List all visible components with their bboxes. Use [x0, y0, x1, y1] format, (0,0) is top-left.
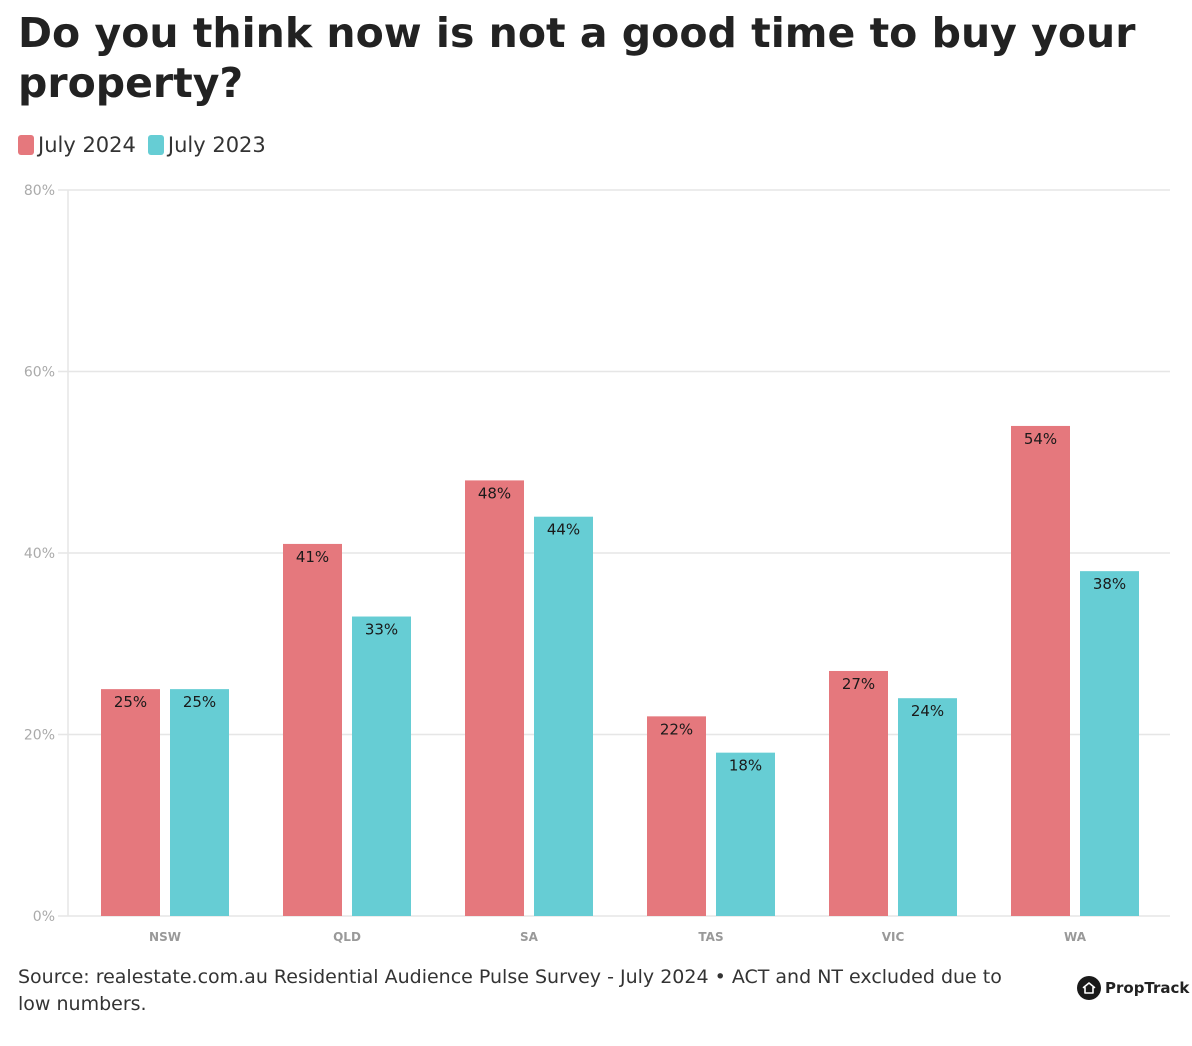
bar-vic-series-2 — [898, 698, 957, 916]
data-label: 25% — [183, 693, 216, 711]
source-note: Source: realestate.com.au Residential Au… — [18, 966, 1002, 1015]
legend-item-july-2023: July 2023 — [147, 133, 266, 157]
y-tick-label: 80% — [24, 183, 55, 199]
bar-sa-series-1 — [465, 480, 524, 916]
bar-vic-series-1 — [829, 670, 888, 916]
bar-chart: 0% 20% 40% 60% 80% 25% 25% NSW 41% 33% QLD 48% 44% SA… — [24, 183, 1170, 944]
y-tick-label: 60% — [24, 365, 55, 381]
y-tick-label: 40% — [24, 546, 55, 562]
data-label: 24% — [911, 702, 944, 720]
x-tick-label: NSW — [149, 930, 181, 944]
bar-tas-series-2 — [716, 752, 775, 916]
x-tick-label: TAS — [698, 930, 723, 944]
legend: July 2024 July 2023 — [18, 132, 278, 158]
bar-qld-series-2 — [352, 616, 411, 916]
y-tick-label: 20% — [24, 728, 55, 744]
bar-wa-series-2 — [1080, 571, 1139, 916]
y-tick-label: 0% — [33, 909, 55, 925]
bar-wa-series-1 — [1011, 425, 1070, 916]
bar-nsw-series-1 — [101, 689, 160, 916]
bar-sa-series-2 — [534, 516, 593, 916]
house-icon — [1077, 976, 1101, 1000]
legend-label-july-2023: July 2023 — [167, 133, 266, 157]
data-label: 27% — [842, 675, 875, 693]
chart-title: Do you think now is not a good time to b… — [18, 9, 1136, 107]
data-label: 48% — [478, 484, 511, 502]
legend-swatch-july-2024 — [18, 135, 34, 155]
data-label: 41% — [296, 548, 329, 566]
data-label: 33% — [365, 621, 398, 639]
x-tick-label: WA — [1064, 930, 1087, 944]
logo-label: PropTrack — [1105, 979, 1190, 997]
legend-label-july-2024: July 2024 — [38, 133, 136, 157]
data-label: 38% — [1093, 575, 1126, 593]
x-tick-label: VIC — [882, 930, 905, 944]
proptrack-logo: PropTrack — [1077, 976, 1189, 1000]
bar-nsw-series-2 — [170, 689, 229, 916]
data-label: 18% — [729, 757, 762, 775]
data-label: 22% — [660, 720, 693, 738]
x-tick-label: QLD — [333, 930, 361, 944]
data-label: 44% — [547, 521, 580, 539]
legend-swatch-july-2023 — [147, 135, 164, 155]
bar-tas-series-1 — [647, 716, 706, 916]
x-tick-label: SA — [520, 930, 539, 944]
data-label: 54% — [1024, 430, 1057, 448]
bar-qld-series-1 — [283, 543, 342, 916]
legend-item-july-2024: July 2024 — [18, 133, 136, 157]
data-label: 25% — [114, 693, 147, 711]
